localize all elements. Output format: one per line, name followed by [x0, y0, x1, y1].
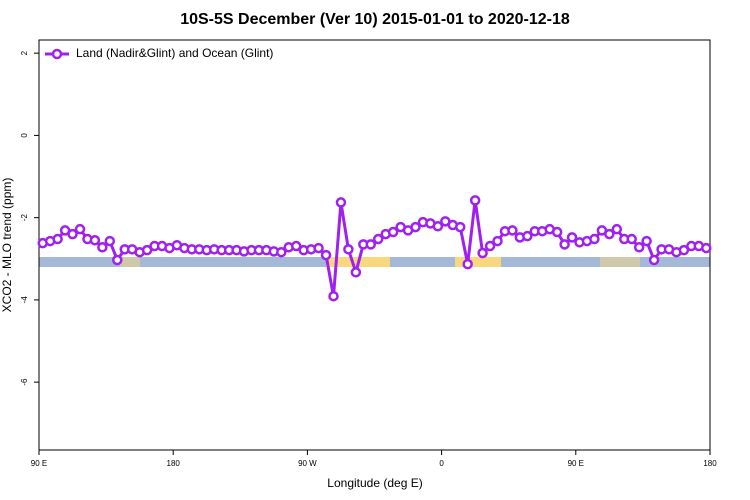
point: [566, 232, 578, 243]
y-axis-label: XCO2 - MLO trend (ppm): [0, 178, 14, 313]
x-tick-label: 180: [703, 459, 717, 468]
point: [507, 225, 518, 236]
point: [52, 233, 63, 245]
y-tick-label: -4: [20, 296, 29, 304]
point: [522, 230, 533, 242]
point: [290, 240, 302, 252]
point: [469, 195, 481, 206]
point: [432, 221, 444, 232]
map-strip: [39, 257, 710, 267]
point: [74, 223, 86, 235]
x-axis-label: Longitude (deg E): [327, 476, 422, 490]
y-tick-label: 2: [20, 50, 29, 55]
point: [89, 235, 101, 246]
point: [641, 235, 652, 247]
point: [350, 267, 362, 278]
point: [484, 240, 496, 252]
y-tick-label: 0: [20, 133, 29, 138]
point: [559, 239, 570, 250]
point: [492, 235, 503, 247]
point: [343, 244, 354, 255]
y-tick-label: -6: [20, 378, 29, 386]
x-tick-label: 90 E: [31, 459, 47, 468]
point: [410, 221, 421, 233]
point: [97, 242, 108, 253]
point: [611, 223, 623, 235]
point: [141, 244, 153, 256]
point: [604, 228, 615, 240]
point: [67, 228, 78, 240]
point: [335, 197, 347, 208]
x-tick-label: 0: [439, 459, 444, 468]
point: [328, 290, 339, 302]
point: [365, 239, 377, 250]
y-tick-label: -2: [20, 214, 29, 222]
legend-marker: [51, 48, 63, 60]
point: [112, 254, 123, 266]
point: [648, 254, 660, 266]
point: [477, 247, 488, 259]
legend-label: Land (Nadir&Glint) and Ocean (Glint): [76, 46, 273, 60]
point: [104, 235, 116, 247]
point: [678, 244, 690, 256]
point: [633, 242, 645, 253]
x-tick-label: 180: [167, 459, 181, 468]
x-tick-label: 90 E: [568, 459, 584, 468]
point: [701, 242, 712, 254]
chart-title: 10S-5S December (Ver 10) 2015-01-01 to 2…: [180, 11, 570, 28]
point: [589, 233, 600, 245]
x-tick-label: 90 W: [298, 459, 317, 468]
point: [387, 226, 399, 238]
point: [320, 249, 332, 261]
point: [313, 242, 324, 254]
point: [551, 226, 563, 238]
point: [276, 246, 287, 258]
point: [462, 258, 473, 270]
point: [372, 233, 384, 245]
point: [454, 221, 466, 233]
point: [626, 233, 637, 245]
